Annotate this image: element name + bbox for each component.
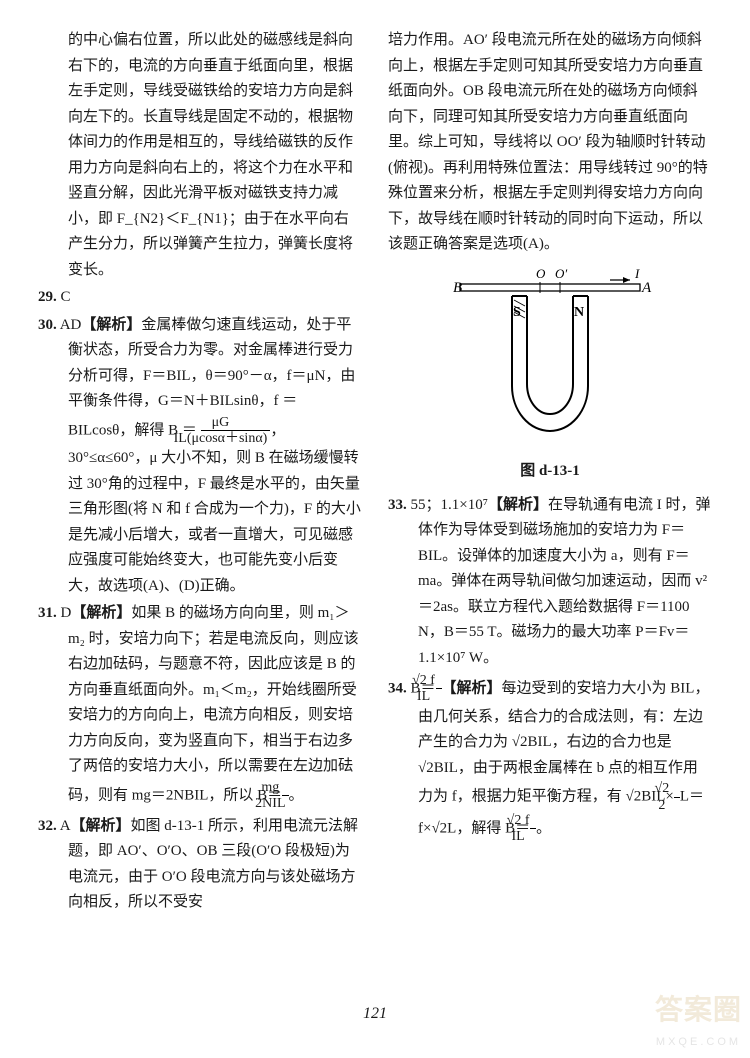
q32: 32. A【解析】如图 d-13-1 所示，利用电流元法解题，即 AO′、O′O…	[38, 814, 362, 916]
page-number: 121	[38, 1000, 712, 1027]
q33: 33. 55；1.1×10⁷【解析】在导轨通有电流 I 时，弹体作为导体受到磁场…	[388, 493, 712, 672]
label-A: A	[641, 280, 652, 296]
q31-num: 31.	[38, 605, 57, 621]
label-O: O	[536, 266, 546, 281]
q29-num: 29.	[38, 289, 57, 305]
q34: 34. B＝ √2 f IL 【解析】每边受到的安培力大小为 BIL，由几何关系…	[388, 673, 712, 845]
q31-body: 如果 B 的磁场方向向里，则 m₁＞m₂ 时，安培力向下；若是电流反向，则应该右…	[68, 605, 359, 803]
q33-prefix: 55；1.1×10⁷	[411, 497, 488, 513]
watermark: 答案圈 MXQE.COM	[655, 986, 742, 1052]
q32-tag: 【解析】	[71, 818, 131, 834]
figure-d-13-1: B A O O′ I S N 图 d-13-1	[388, 266, 712, 485]
q28-continuation: 的中心偏右位置，所以此处的磁感线是斜向右下的，电流的方向垂直于纸面向里，根据左手…	[38, 28, 362, 283]
label-I: I	[634, 266, 640, 281]
left-column: 的中心偏右位置，所以此处的磁感线是斜向右下的，电流的方向垂直于纸面向里，根据左手…	[38, 28, 362, 988]
q33-tag: 【解析】	[488, 497, 548, 513]
label-S: S	[513, 305, 521, 320]
q29: 29. C	[38, 285, 362, 311]
q32-prefix: A	[60, 818, 71, 834]
frac-den: IL(μcosα＋sinα)	[201, 431, 271, 446]
q29-ans: C	[61, 289, 71, 305]
q30-num: 30.	[38, 317, 57, 333]
q30-prefix: AD	[60, 317, 82, 333]
magnet-diagram: B A O O′ I S N	[445, 266, 655, 446]
q34-tag: 【解析】	[442, 680, 502, 696]
q32-num: 32.	[38, 818, 57, 834]
frac-num: μG	[201, 415, 271, 431]
q30-tag: 【解析】	[81, 317, 141, 333]
q30-body2: ，30°≤α≤60°，μ 大小不知，则 B 在磁场缓慢转过 30°角的过程中，F…	[68, 422, 361, 594]
right-column: 培力作用。AO′ 段电流元所在处的磁场方向倾斜向上，根据左手定则可知其所受安培力…	[388, 28, 712, 988]
label-B: B	[453, 280, 462, 296]
q33-num: 33.	[388, 497, 407, 513]
q31-prefix: D	[61, 605, 72, 621]
q33-body: 在导轨通有电流 I 时，弹体作为导体受到磁场施加的安培力为 F＝BIL。设弹体的…	[418, 497, 710, 666]
q32-continuation: 培力作用。AO′ 段电流元所在处的磁场方向倾斜向上，根据左手定则可知其所受安培力…	[388, 28, 712, 258]
q34-suffix: 。	[536, 820, 551, 836]
q31-suffix: 。	[289, 787, 304, 803]
q30-frac: μG IL(μcosα＋sinα)	[201, 415, 271, 447]
q31: 31. D【解析】如果 B 的磁场方向向里，则 m₁＞m₂ 时，安培力向下；若是…	[38, 601, 362, 811]
figure-caption: 图 d-13-1	[388, 459, 712, 485]
label-Op: O′	[555, 266, 567, 281]
watermark-chinese: 答案圈	[655, 994, 742, 1025]
q34-num: 34.	[388, 680, 407, 696]
watermark-url: MXQE.COM	[655, 1033, 742, 1052]
q31-tag: 【解析】	[71, 605, 131, 621]
text: 的中心偏右位置，所以此处的磁感线是斜向右下的，电流的方向垂直于纸面向里，根据左手…	[68, 32, 353, 278]
text: 培力作用。AO′ 段电流元所在处的磁场方向倾斜向上，根据左手定则可知其所受安培力…	[388, 32, 708, 252]
label-N: N	[574, 305, 584, 320]
q30: 30. AD【解析】金属棒做匀速直线运动，处于平衡状态，所受合力为零。对金属棒进…	[38, 313, 362, 600]
